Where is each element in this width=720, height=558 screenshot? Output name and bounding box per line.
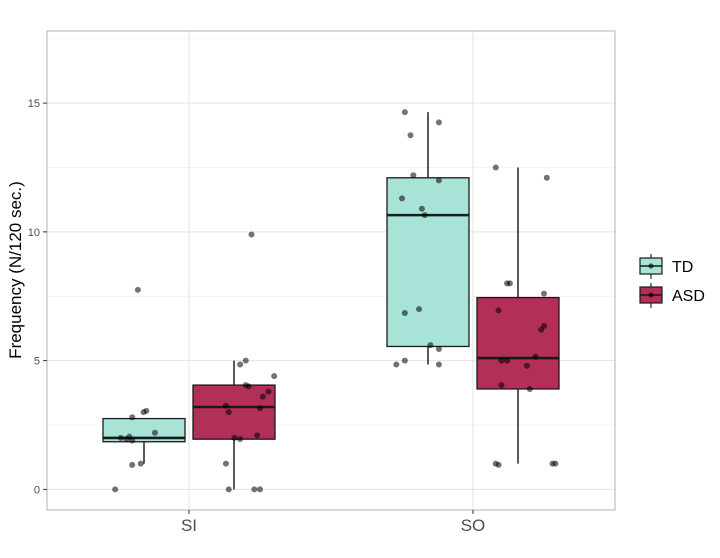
y-axis-title: Frequency (N/120 sec.) <box>6 181 25 359</box>
data-point <box>498 382 505 389</box>
legend-label-asd: ASD <box>672 288 705 305</box>
data-point <box>416 306 423 313</box>
data-point <box>552 460 559 467</box>
y-tick-label: 0 <box>34 484 40 496</box>
grid-lines <box>47 31 615 510</box>
data-point <box>401 109 408 116</box>
data-point <box>407 132 414 139</box>
box-asd-so <box>476 296 560 390</box>
whiskers <box>143 112 519 490</box>
data-point <box>541 290 547 297</box>
x-tick-label: SI <box>181 516 197 535</box>
box-td-si <box>102 417 186 443</box>
data-point <box>129 461 136 468</box>
data-point <box>265 388 272 395</box>
data-point <box>257 486 263 493</box>
y-tick-label: 5 <box>34 356 40 368</box>
data-point <box>506 280 513 287</box>
data-point <box>495 307 502 314</box>
data-point <box>435 361 442 368</box>
data-point <box>237 361 244 368</box>
data-point <box>538 326 545 333</box>
box-asd-si <box>192 384 276 440</box>
data-point <box>492 164 499 171</box>
data-point <box>427 342 434 349</box>
data-point <box>123 436 130 443</box>
y-tick-label: 15 <box>28 98 40 110</box>
data-point <box>410 172 417 179</box>
data-point <box>231 434 238 441</box>
data-point <box>421 212 428 219</box>
data-point <box>435 119 442 126</box>
data-point <box>225 409 232 416</box>
x-axis-ticks: SI SO <box>181 510 485 535</box>
data-point <box>242 357 249 364</box>
data-point <box>222 460 229 467</box>
jitter-points <box>112 109 559 493</box>
data-point <box>225 486 232 493</box>
x-tick-label: SO <box>461 516 486 535</box>
data-point <box>543 174 550 181</box>
data-point <box>137 460 144 467</box>
data-point <box>393 361 400 368</box>
data-point <box>504 357 511 364</box>
data-point <box>495 461 502 468</box>
data-point <box>435 346 442 353</box>
data-point <box>401 357 408 364</box>
data-point <box>257 405 263 412</box>
data-point <box>271 373 278 380</box>
data-point <box>151 429 158 436</box>
y-axis-ticks: 0 5 10 15 <box>28 98 47 496</box>
legend-label-td: TD <box>672 259 693 276</box>
data-point <box>418 205 425 212</box>
data-point <box>134 286 141 293</box>
data-point <box>237 436 244 443</box>
data-point <box>254 432 261 439</box>
data-point <box>532 353 539 360</box>
data-point <box>259 393 266 400</box>
data-point <box>129 414 136 421</box>
box-td-so <box>386 177 470 348</box>
data-point <box>399 195 405 202</box>
data-point <box>245 383 252 390</box>
legend-key-point <box>648 263 654 269</box>
data-point <box>140 409 147 416</box>
data-point <box>222 402 229 409</box>
legend-key-point <box>648 292 654 298</box>
legend: TD ASD <box>639 254 705 308</box>
data-point <box>129 437 136 444</box>
data-point <box>112 486 119 493</box>
data-point <box>435 177 442 184</box>
data-point <box>117 434 124 441</box>
boxes <box>102 177 560 443</box>
data-point <box>523 362 530 369</box>
plot-panel-border <box>46 30 616 511</box>
y-tick-label: 10 <box>28 227 40 239</box>
data-point <box>401 309 408 316</box>
data-point <box>526 385 533 392</box>
data-point <box>498 357 505 364</box>
data-point <box>251 486 258 493</box>
data-point <box>248 231 255 238</box>
